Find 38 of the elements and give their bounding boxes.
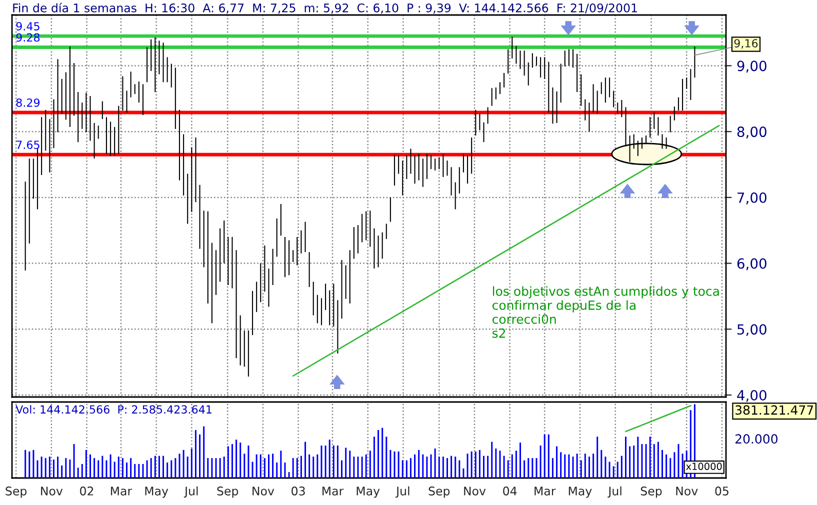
y-tick-label: 7,00 xyxy=(738,192,766,204)
x-tick-label: 05 xyxy=(715,486,728,496)
x-tick-label: Sep xyxy=(6,486,27,498)
text: 20.000 xyxy=(735,434,778,444)
x-tick-label: May xyxy=(145,486,168,498)
x-tick-label: May xyxy=(356,486,380,498)
x-tick-label: Jul xyxy=(184,486,198,498)
chart-title: Fin de día 1 semanas H: 16:30 A: 6,77 M: 7,25 m: 5,92 C: 6,10 P : 9,39 V: 144.142.566 F: 21/09/2001 xyxy=(13,2,637,14)
y-tick-label: 9,00 xyxy=(737,60,766,73)
ref-line-label: 9.45 xyxy=(16,22,40,30)
x-tick-label: Nov xyxy=(41,486,63,496)
ref-line-label: 7.65 xyxy=(16,140,40,150)
y-tick-label: 5,00 xyxy=(737,324,766,336)
y-tick-label: 6,00 xyxy=(737,258,766,270)
ref-line-label: 8.29 xyxy=(16,98,40,107)
annotation: x10000 xyxy=(686,462,722,470)
chart-title: Vol: 144.142.566 P: 2.585.423.641 xyxy=(16,405,212,414)
x-tick-label: Jul xyxy=(395,486,410,498)
x-tick-label: Sep xyxy=(640,486,662,498)
annotation: 9,16 xyxy=(734,39,758,49)
x-tick-label: Sep xyxy=(217,486,238,498)
x-tick-label: May xyxy=(568,486,592,498)
x-tick-label: Mar xyxy=(534,486,556,496)
x-tick-label: Nov xyxy=(676,486,698,496)
x-tick-label: Mar xyxy=(110,486,132,496)
ref-line-label: 9.28 xyxy=(16,33,40,42)
x-tick-label: Nov xyxy=(464,486,486,496)
x-tick-label: Jul xyxy=(608,486,622,498)
x-tick-label: Mar xyxy=(322,486,344,496)
text: 381.121.477 xyxy=(736,405,814,415)
x-tick-label: 04 xyxy=(503,486,517,496)
x-tick-label: Sep xyxy=(428,486,450,498)
y-tick-label: 4,00 xyxy=(737,390,766,402)
x-tick-label: 03 xyxy=(292,486,305,496)
x-tick-label: Nov xyxy=(252,486,274,496)
annotation: los objetivos estAn cumplidos y toca confirmar depuEs de la correcci0n s2 xyxy=(492,286,719,338)
x-tick-label: 02 xyxy=(80,486,94,496)
y-tick-label: 8,00 xyxy=(737,126,766,138)
